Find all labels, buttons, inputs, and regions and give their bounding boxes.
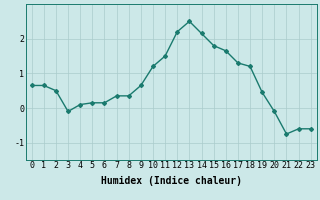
X-axis label: Humidex (Indice chaleur): Humidex (Indice chaleur) — [101, 176, 242, 186]
